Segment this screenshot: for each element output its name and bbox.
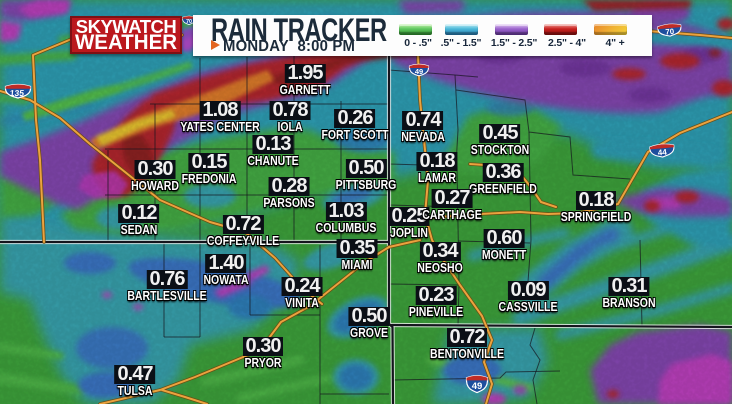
svg-text:70: 70 <box>665 27 675 37</box>
svg-text:135: 135 <box>9 88 24 98</box>
svg-text:49: 49 <box>472 381 483 392</box>
svg-text:44: 44 <box>657 148 667 158</box>
svg-text:70: 70 <box>186 19 192 25</box>
svg-text:49: 49 <box>415 67 423 76</box>
